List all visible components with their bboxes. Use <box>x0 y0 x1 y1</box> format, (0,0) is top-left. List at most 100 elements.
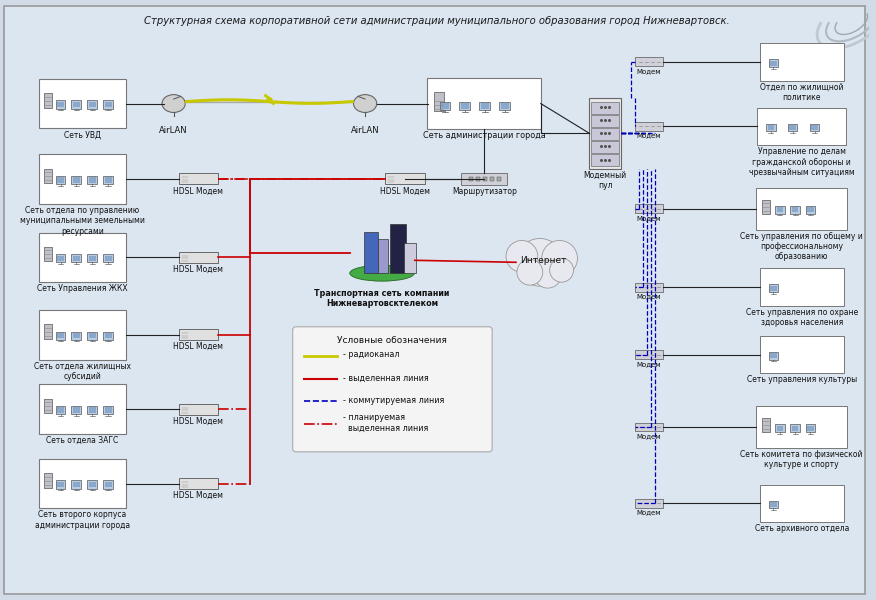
FancyBboxPatch shape <box>55 332 66 340</box>
FancyBboxPatch shape <box>775 206 785 214</box>
FancyBboxPatch shape <box>72 406 81 414</box>
FancyBboxPatch shape <box>756 406 847 448</box>
FancyBboxPatch shape <box>104 333 112 338</box>
FancyBboxPatch shape <box>4 7 865 593</box>
Text: Транспортная сеть компании
Нижневартовсктелеком: Транспортная сеть компании Нижневартовск… <box>314 289 449 308</box>
Ellipse shape <box>350 265 414 281</box>
FancyBboxPatch shape <box>103 332 113 340</box>
FancyBboxPatch shape <box>72 332 81 340</box>
Text: AirLAN: AirLAN <box>159 127 188 136</box>
FancyBboxPatch shape <box>72 254 81 262</box>
FancyBboxPatch shape <box>635 58 663 67</box>
Text: - выделенная линия: - выделенная линия <box>343 374 429 383</box>
FancyBboxPatch shape <box>759 485 844 522</box>
FancyBboxPatch shape <box>88 256 95 261</box>
FancyBboxPatch shape <box>88 176 97 184</box>
Bar <box>591 101 619 113</box>
FancyBboxPatch shape <box>775 424 785 432</box>
FancyBboxPatch shape <box>179 173 218 184</box>
FancyBboxPatch shape <box>179 404 218 415</box>
Text: Условные обозначения: Условные обозначения <box>337 336 448 345</box>
Text: Модемный
пул: Модемный пул <box>583 171 627 190</box>
FancyBboxPatch shape <box>39 233 126 282</box>
Text: HDSL Модем: HDSL Модем <box>173 491 223 500</box>
Text: HDSL Модем: HDSL Модем <box>173 187 223 196</box>
Text: Сеть второго корпуса
администрации города: Сеть второго корпуса администрации город… <box>35 511 130 530</box>
Text: Сеть отдела ЗАГС: Сеть отдела ЗАГС <box>46 436 118 445</box>
FancyBboxPatch shape <box>806 424 815 432</box>
FancyBboxPatch shape <box>72 100 81 109</box>
FancyBboxPatch shape <box>57 177 64 182</box>
FancyBboxPatch shape <box>770 502 777 507</box>
FancyBboxPatch shape <box>55 100 66 109</box>
FancyBboxPatch shape <box>44 93 52 107</box>
FancyBboxPatch shape <box>73 407 80 413</box>
FancyBboxPatch shape <box>788 124 797 131</box>
Text: Сеть УВД: Сеть УВД <box>64 130 101 139</box>
FancyBboxPatch shape <box>807 425 814 431</box>
Text: Модем: Модем <box>637 433 661 439</box>
Text: HDSL Модем: HDSL Модем <box>173 342 223 351</box>
FancyBboxPatch shape <box>88 333 95 338</box>
FancyBboxPatch shape <box>635 122 663 131</box>
FancyBboxPatch shape <box>792 425 798 431</box>
FancyBboxPatch shape <box>88 482 95 487</box>
FancyBboxPatch shape <box>790 206 800 214</box>
Bar <box>491 177 494 181</box>
Text: Сеть архивного отдела: Сеть архивного отдела <box>754 524 849 533</box>
FancyBboxPatch shape <box>811 125 818 130</box>
FancyBboxPatch shape <box>769 352 778 359</box>
FancyBboxPatch shape <box>461 103 469 109</box>
FancyBboxPatch shape <box>88 254 97 262</box>
FancyBboxPatch shape <box>790 424 800 432</box>
Bar <box>591 154 619 166</box>
FancyBboxPatch shape <box>179 252 218 263</box>
Text: Модем: Модем <box>637 509 661 515</box>
Ellipse shape <box>162 95 185 112</box>
FancyBboxPatch shape <box>767 125 774 130</box>
FancyBboxPatch shape <box>103 176 113 184</box>
Text: Модем: Модем <box>637 293 661 299</box>
FancyBboxPatch shape <box>44 325 52 338</box>
FancyBboxPatch shape <box>179 329 218 340</box>
FancyBboxPatch shape <box>57 482 64 487</box>
Bar <box>497 177 501 181</box>
Text: Модем: Модем <box>637 361 661 367</box>
FancyBboxPatch shape <box>88 332 97 340</box>
FancyBboxPatch shape <box>55 254 66 262</box>
FancyBboxPatch shape <box>635 283 663 292</box>
FancyBboxPatch shape <box>73 482 80 487</box>
FancyBboxPatch shape <box>427 78 541 130</box>
FancyBboxPatch shape <box>88 102 95 107</box>
Text: Интернет: Интернет <box>520 256 567 265</box>
Circle shape <box>541 241 577 276</box>
FancyBboxPatch shape <box>39 79 126 128</box>
Bar <box>378 239 388 273</box>
FancyBboxPatch shape <box>72 176 81 184</box>
FancyBboxPatch shape <box>769 59 778 67</box>
FancyBboxPatch shape <box>500 103 508 109</box>
FancyBboxPatch shape <box>434 92 444 112</box>
Text: Маршрутизатор: Маршрутизатор <box>452 187 517 196</box>
FancyBboxPatch shape <box>88 100 97 109</box>
FancyBboxPatch shape <box>44 169 52 183</box>
FancyBboxPatch shape <box>39 459 126 508</box>
FancyBboxPatch shape <box>57 333 64 338</box>
FancyBboxPatch shape <box>104 482 112 487</box>
FancyBboxPatch shape <box>73 102 80 107</box>
Text: HDSL Модем: HDSL Модем <box>173 416 223 425</box>
FancyBboxPatch shape <box>73 177 80 182</box>
FancyBboxPatch shape <box>762 418 770 432</box>
FancyBboxPatch shape <box>759 336 844 373</box>
FancyBboxPatch shape <box>792 208 798 212</box>
FancyBboxPatch shape <box>759 268 844 306</box>
FancyBboxPatch shape <box>789 125 796 130</box>
FancyBboxPatch shape <box>88 407 95 413</box>
FancyBboxPatch shape <box>769 501 778 508</box>
Text: - планируемая
  выделенная линия: - планируемая выделенная линия <box>343 413 428 433</box>
Text: HDSL Модем: HDSL Модем <box>173 265 223 274</box>
FancyBboxPatch shape <box>39 154 126 204</box>
FancyBboxPatch shape <box>88 481 97 488</box>
Bar <box>591 115 619 127</box>
FancyBboxPatch shape <box>385 173 425 184</box>
